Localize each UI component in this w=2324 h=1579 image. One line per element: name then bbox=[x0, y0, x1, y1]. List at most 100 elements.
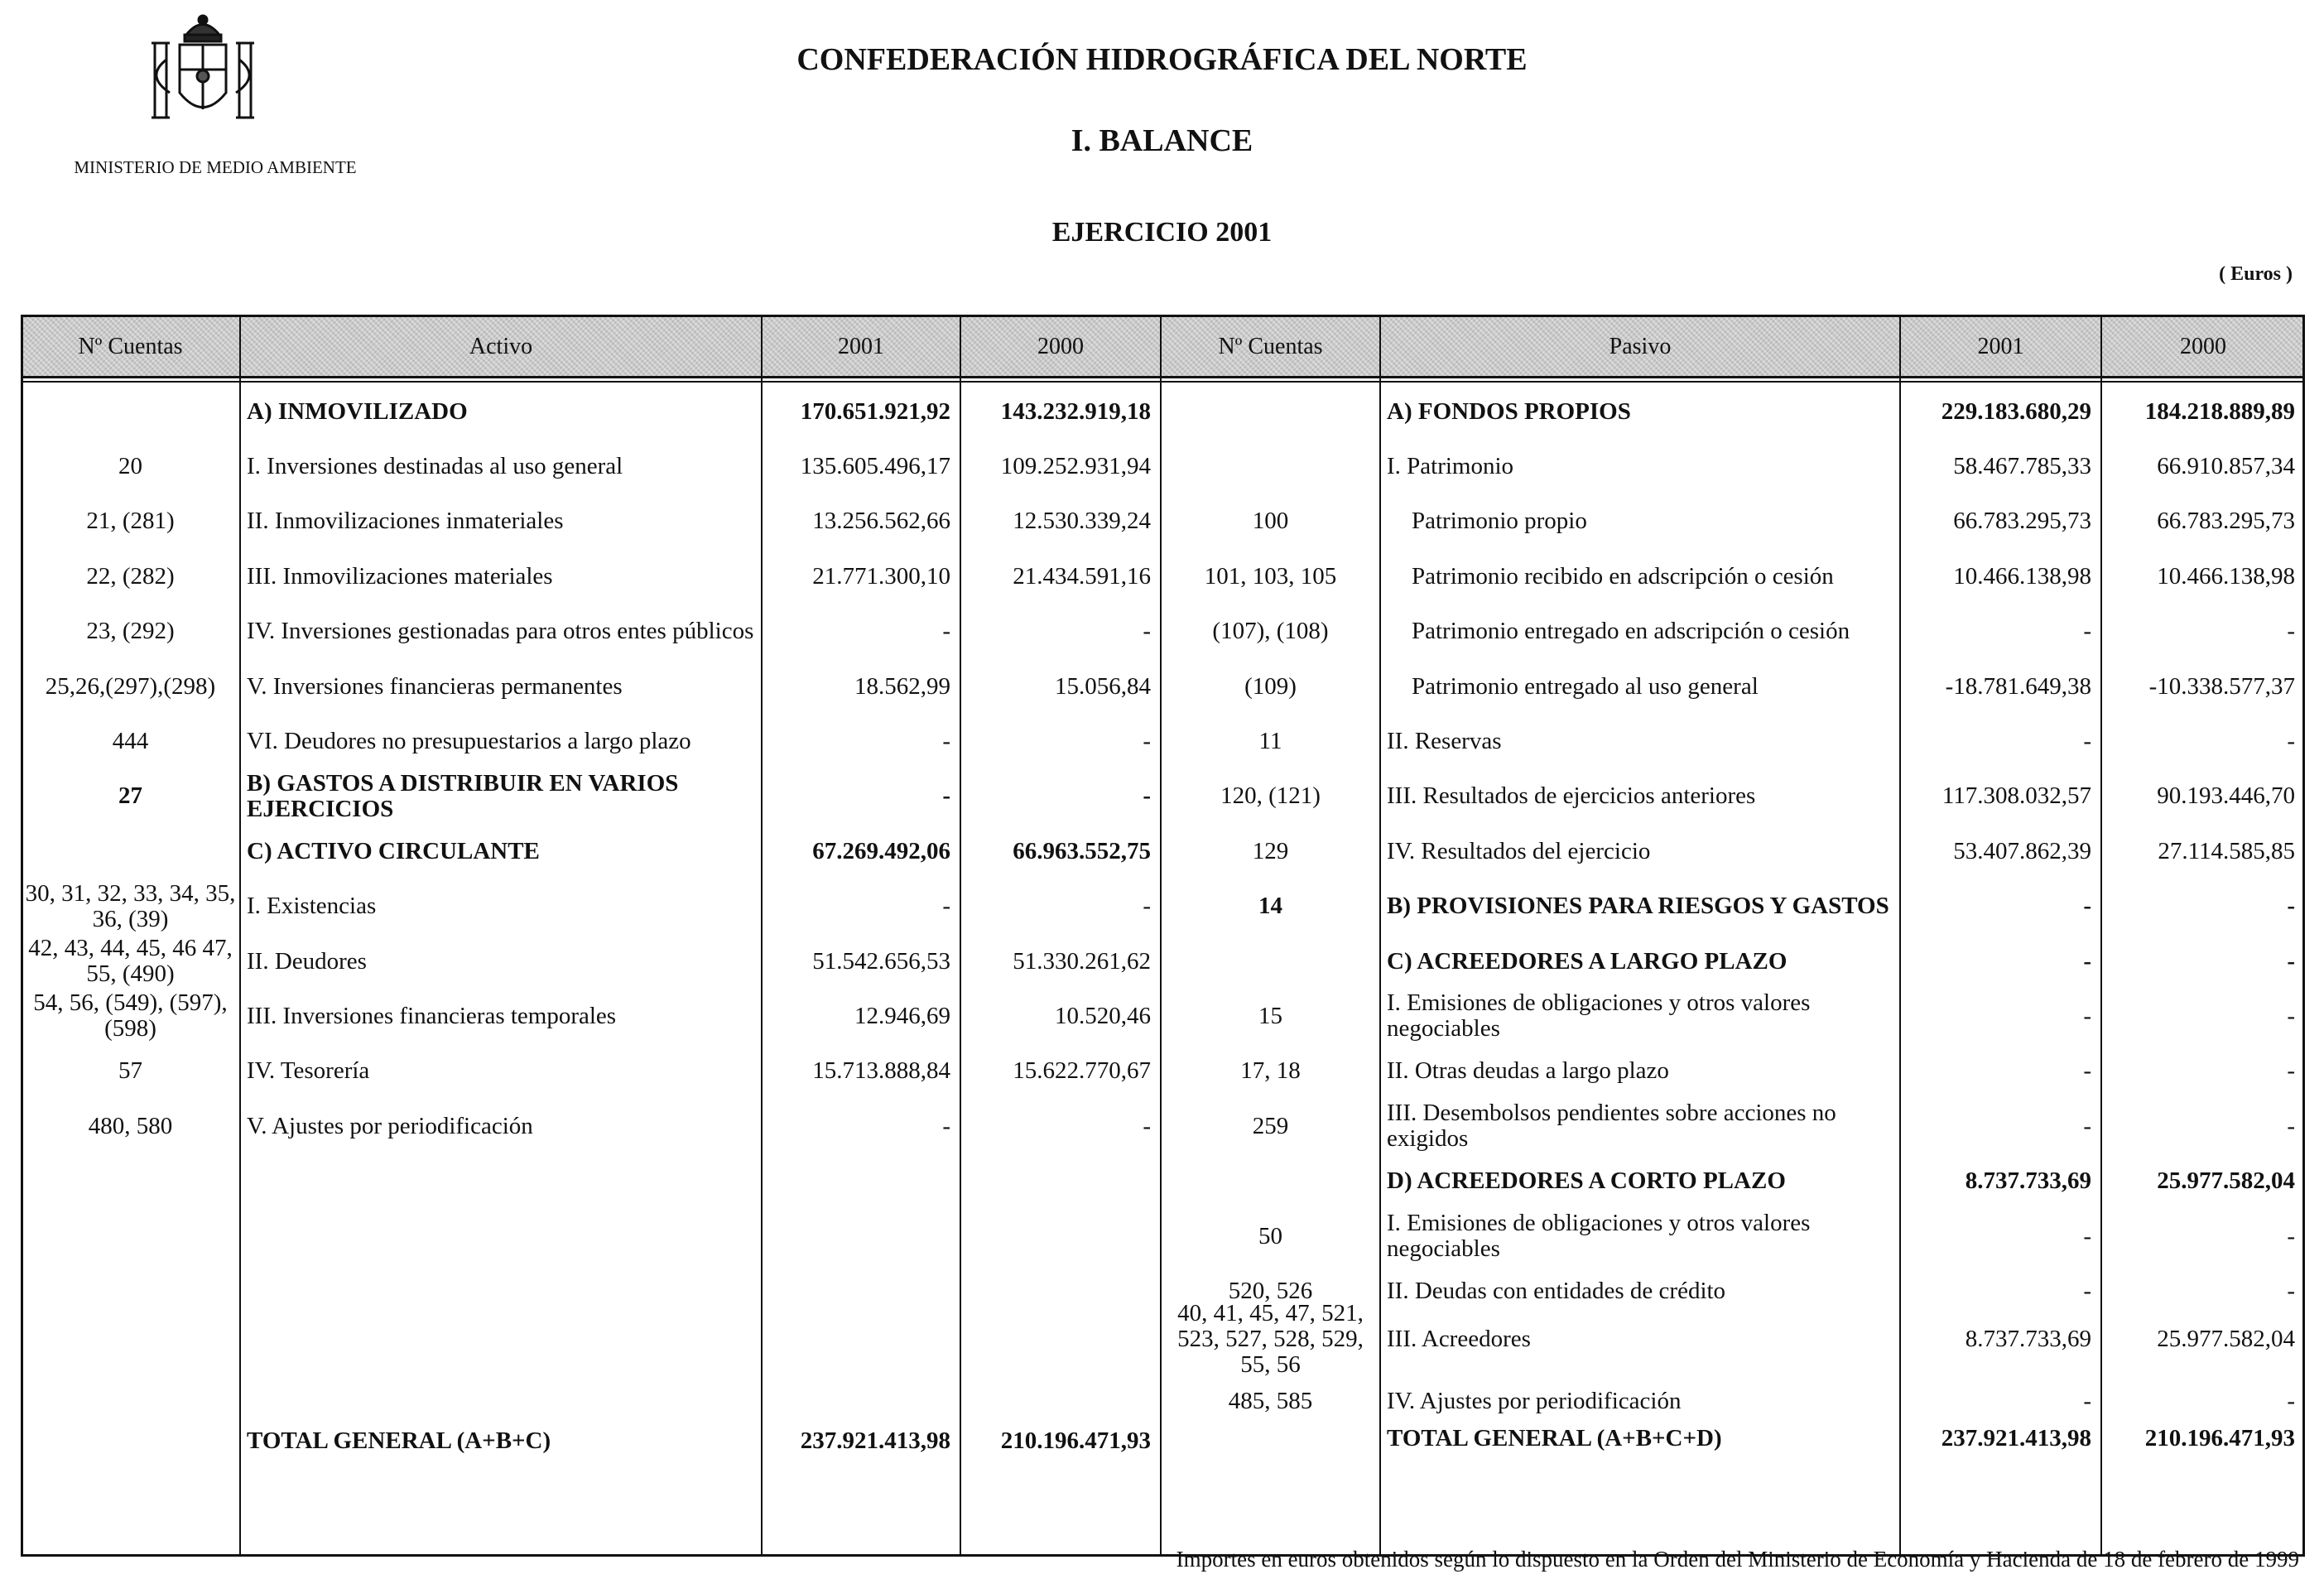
pasivo-row-acct: 14 bbox=[1258, 893, 1282, 920]
pasivo-row-y2000: - bbox=[2287, 893, 2295, 920]
activo-row-y2001: - bbox=[942, 1112, 950, 1139]
pasivo-row-y2001: - bbox=[2083, 1057, 2091, 1085]
pasivo-row-y2000: - bbox=[2287, 1057, 2295, 1085]
activo-row-label: II. Inmovilizaciones inmateriales bbox=[247, 508, 564, 535]
pasivo-row-y2000: - bbox=[2287, 1387, 2295, 1414]
activo-row-y2001: 67.269.492,06 bbox=[812, 837, 950, 864]
pasivo-row-acct: 40, 41, 45, 47, 521, 523, 527, 528, 529,… bbox=[1177, 1300, 1364, 1379]
activo-row-y2001: - bbox=[942, 727, 950, 754]
pasivo-row-label: IV. Ajustes por periodificación bbox=[1387, 1387, 1682, 1414]
column-header-right-accounts: Nº Cuentas bbox=[1218, 334, 1323, 359]
pasivo-row-label: I. Emisiones de obligaciones y otros val… bbox=[1387, 1210, 1811, 1262]
activo-row-acct: 54, 56, (549), (597), (598) bbox=[33, 989, 228, 1042]
activo-row-y2001: - bbox=[942, 782, 950, 810]
pasivo-row-acct: 11 bbox=[1258, 727, 1282, 754]
activo-row-label: IV. Inversiones gestionadas para otros e… bbox=[247, 618, 754, 645]
activo-row-label: II. Deudores bbox=[247, 947, 367, 975]
pasivo-row-acct: 50 bbox=[1258, 1222, 1282, 1249]
activo-row-y2000: - bbox=[1143, 893, 1151, 920]
activo-row-y2001: 21.771.300,10 bbox=[812, 562, 950, 590]
activo-row-y2000: 109.252.931,94 bbox=[1000, 452, 1151, 479]
column-divider bbox=[761, 315, 763, 1557]
pasivo-row-y2000: - bbox=[2287, 1222, 2295, 1249]
activo-row-label: C) ACTIVO CIRCULANTE bbox=[247, 837, 540, 864]
pasivo-row-y2001: 10.466.138,98 bbox=[1953, 562, 2091, 590]
pasivo-row-label: I. Patrimonio bbox=[1387, 452, 1514, 479]
activo-row-acct: 30, 31, 32, 33, 34, 35, 36, (39) bbox=[25, 879, 236, 932]
pasivo-row-label: Patrimonio recibido en adscripción o ces… bbox=[1412, 562, 1834, 590]
pasivo-row-y2001: 53.407.862,39 bbox=[1953, 837, 2091, 864]
organization-title: CONFEDERACIÓN HIDROGRÁFICA DEL NORTE bbox=[796, 42, 1528, 77]
pasivo-row-y2000: - bbox=[2287, 618, 2295, 645]
pasivo-row-acct: 120, (121) bbox=[1220, 782, 1321, 810]
pasivo-row-acct: 259 bbox=[1252, 1112, 1289, 1139]
pasivo-row-label: III. Desembolsos pendientes sobre accion… bbox=[1387, 1100, 1836, 1153]
activo-row-y2000: 51.330.261,62 bbox=[1013, 947, 1151, 975]
pasivo-row-y2001: 117.308.032,57 bbox=[1941, 782, 2091, 810]
column-header-left-year-2001: 2001 bbox=[838, 334, 884, 359]
activo-row-acct bbox=[22, 825, 238, 878]
pasivo-row-y2000: 25.977.582,04 bbox=[2157, 1167, 2295, 1195]
activo-row-acct: 444 bbox=[112, 727, 149, 754]
activo-row-acct: 27 bbox=[118, 782, 142, 810]
activo-row-y2000: 21.434.591,16 bbox=[1013, 562, 1151, 590]
activo-row-y2000: 10.520,46 bbox=[1055, 1002, 1151, 1029]
pasivo-row-label: D) ACREEDORES A CORTO PLAZO bbox=[1387, 1167, 1786, 1195]
column-header-right-concept: Pasivo bbox=[1609, 334, 1672, 359]
pasivo-row-y2001: - bbox=[2083, 893, 2091, 920]
pasivo-row-y2000: 66.783.295,73 bbox=[2157, 508, 2295, 535]
column-header-right-year-2000: 2000 bbox=[2180, 334, 2226, 359]
pasivo-row-y2000: - bbox=[2287, 947, 2295, 975]
pasivo-row-y2000: - bbox=[2287, 1277, 2295, 1304]
pasivo-row-label: III. Resultados de ejercicios anteriores bbox=[1387, 782, 1756, 810]
column-divider bbox=[1899, 315, 1901, 1557]
column-header-right-year-2001: 2001 bbox=[1977, 334, 2024, 359]
activo-row-acct: 480, 580 bbox=[88, 1112, 173, 1139]
activo-total-label: TOTAL GENERAL (A+B+C) bbox=[247, 1427, 551, 1454]
pasivo-row-y2001: - bbox=[2083, 1387, 2091, 1414]
pasivo-row-label: Patrimonio entregado en adscripción o ce… bbox=[1412, 618, 1850, 645]
pasivo-row-acct: (109) bbox=[1244, 672, 1297, 700]
activo-row-y2000: 15.056,84 bbox=[1055, 672, 1151, 700]
activo-row-y2000: 143.232.919,18 bbox=[1000, 397, 1151, 425]
pasivo-row-label: Patrimonio propio bbox=[1412, 508, 1587, 535]
activo-row-label: V. Inversiones financieras permanentes bbox=[247, 672, 623, 700]
pasivo-row-y2000: -10.338.577,37 bbox=[2148, 672, 2295, 700]
activo-row-acct: 22, (282) bbox=[86, 562, 175, 590]
activo-row-y2001: 18.562,99 bbox=[854, 672, 950, 700]
activo-row-acct: 21, (281) bbox=[86, 508, 175, 535]
activo-row-label: I. Existencias bbox=[247, 893, 377, 920]
activo-row-y2000: - bbox=[1143, 618, 1151, 645]
pasivo-row-y2001: - bbox=[2083, 947, 2091, 975]
pasivo-row-label: Patrimonio entregado al uso general bbox=[1412, 672, 1759, 700]
activo-row-label: IV. Tesorería bbox=[247, 1057, 370, 1085]
pasivo-row-y2001: -18.781.649,38 bbox=[1945, 672, 2091, 700]
activo-row-y2000: - bbox=[1143, 1112, 1151, 1139]
pasivo-row-y2000: - bbox=[2287, 1112, 2295, 1139]
column-divider bbox=[1160, 315, 1162, 1557]
activo-row-y2000: 12.530.339,24 bbox=[1013, 508, 1151, 535]
pasivo-row-y2001: - bbox=[2083, 618, 2091, 645]
activo-row-y2001: - bbox=[942, 618, 950, 645]
activo-row-acct: 20 bbox=[118, 452, 142, 479]
column-header-left-year-2000: 2000 bbox=[1037, 334, 1084, 359]
activo-row-y2001: 135.605.496,17 bbox=[800, 452, 950, 479]
activo-row-y2001: 12.946,69 bbox=[854, 1002, 950, 1029]
pasivo-row-y2001: - bbox=[2083, 727, 2091, 754]
pasivo-row-acct bbox=[1162, 440, 1379, 493]
activo-row-label: III. Inmovilizaciones materiales bbox=[247, 562, 553, 590]
pasivo-row-y2001: 66.783.295,73 bbox=[1953, 508, 2091, 535]
activo-row-y2001: 13.256.562,66 bbox=[812, 508, 950, 535]
activo-row-acct: 42, 43, 44, 45, 46 47, 55, (490) bbox=[28, 935, 233, 987]
pasivo-row-y2001: - bbox=[2083, 1002, 2091, 1029]
pasivo-row-label: C) ACREEDORES A LARGO PLAZO bbox=[1387, 947, 1788, 975]
pasivo-row-y2000: 25.977.582,04 bbox=[2157, 1326, 2295, 1353]
coat-of-arms-logo bbox=[152, 14, 254, 119]
exercise-title: EJERCICIO 2001 bbox=[1051, 217, 1273, 248]
pasivo-row-label: II. Otras deudas a largo plazo bbox=[1387, 1057, 1669, 1085]
pasivo-row-label: II. Reservas bbox=[1387, 727, 1502, 754]
pasivo-row-y2000: 90.193.446,70 bbox=[2157, 782, 2295, 810]
activo-row-y2001: 170.651.921,92 bbox=[800, 397, 950, 425]
activo-row-acct: 57 bbox=[118, 1057, 142, 1085]
pasivo-total-y2001: 237.921.413,98 bbox=[1941, 1424, 2091, 1451]
